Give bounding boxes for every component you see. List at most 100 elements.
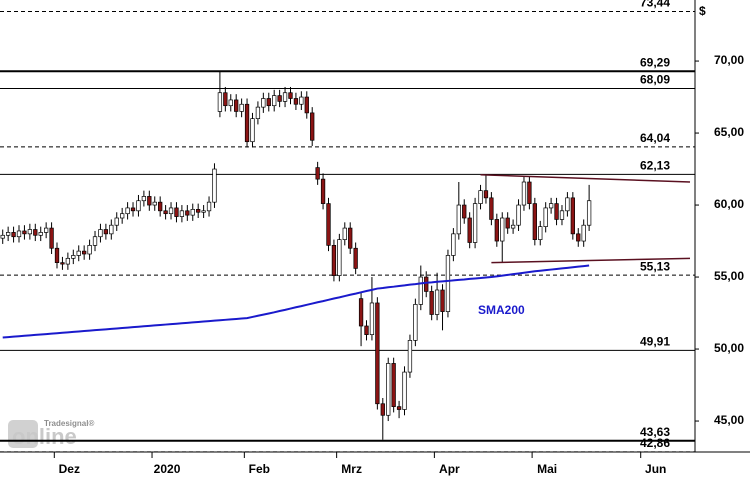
candle-body bbox=[120, 213, 125, 219]
level-label: 64,04 bbox=[640, 131, 670, 145]
trend-line bbox=[491, 257, 691, 264]
candle-body bbox=[76, 250, 81, 256]
candle-body bbox=[320, 178, 326, 204]
candle-body bbox=[201, 210, 206, 213]
candle-body bbox=[190, 209, 195, 216]
candle-body bbox=[559, 210, 565, 220]
y-tick-label: 60,00 bbox=[714, 197, 744, 211]
candle-body bbox=[255, 106, 261, 120]
candle-body bbox=[494, 219, 499, 242]
x-tick-label: 2020 bbox=[154, 462, 181, 476]
watermark: Tradesignal® online bbox=[8, 419, 94, 449]
candle-body bbox=[103, 229, 109, 235]
candle-body bbox=[147, 196, 152, 206]
candle-body bbox=[369, 302, 375, 335]
level-label: 49,91 bbox=[640, 335, 670, 349]
candle-body bbox=[424, 276, 429, 292]
level-label: 55,13 bbox=[640, 259, 670, 273]
candle-body bbox=[217, 92, 223, 112]
candle-body bbox=[49, 227, 54, 249]
candle-body bbox=[310, 112, 315, 141]
candle-body bbox=[521, 181, 527, 206]
candle-body bbox=[98, 229, 103, 238]
candle-body bbox=[532, 203, 537, 240]
candle-body bbox=[489, 197, 494, 220]
candle-body bbox=[429, 291, 434, 315]
logo-product: online bbox=[12, 424, 77, 449]
x-tick-label: Mrz bbox=[341, 462, 362, 476]
candle-body bbox=[380, 403, 385, 416]
level-label: 43,63 bbox=[640, 425, 670, 439]
candle-body bbox=[136, 200, 141, 212]
candle-body bbox=[212, 168, 217, 203]
candle-body bbox=[234, 99, 239, 112]
candle-body bbox=[413, 304, 418, 341]
candle-body bbox=[54, 247, 60, 263]
y-tick-label: 50,00 bbox=[714, 341, 744, 355]
candle-body bbox=[33, 229, 38, 236]
candle-body bbox=[277, 95, 282, 102]
candle-body bbox=[82, 250, 87, 255]
logo-brand: Tradesignal® bbox=[44, 419, 94, 428]
candle-body bbox=[576, 233, 581, 242]
candle-body bbox=[228, 99, 233, 107]
candle-body bbox=[342, 227, 347, 240]
candle-body bbox=[158, 201, 163, 212]
candle-body bbox=[510, 224, 516, 229]
candle-body bbox=[11, 232, 16, 238]
candle-body bbox=[434, 289, 440, 315]
candle-body bbox=[337, 239, 342, 276]
candle-body bbox=[60, 262, 65, 265]
candle-body bbox=[554, 203, 559, 220]
x-tick-label: Dez bbox=[59, 462, 80, 476]
candle-body bbox=[65, 257, 71, 265]
candle-body bbox=[163, 210, 168, 215]
candle-body bbox=[44, 227, 49, 233]
candle-body bbox=[353, 247, 358, 269]
candle-body bbox=[456, 204, 461, 235]
level-label: 62,13 bbox=[640, 159, 670, 173]
candle-body bbox=[223, 92, 228, 107]
x-tick-label: Apr bbox=[439, 462, 460, 476]
candle-body bbox=[527, 181, 532, 204]
candle-body bbox=[92, 236, 98, 246]
candle-body bbox=[179, 210, 185, 217]
candle-body bbox=[282, 92, 288, 102]
candle-body bbox=[71, 255, 76, 259]
candle-body bbox=[500, 217, 505, 242]
candle-body bbox=[445, 255, 451, 312]
candle-body bbox=[288, 92, 293, 99]
candle-body bbox=[418, 276, 423, 305]
candle-body bbox=[396, 406, 402, 410]
candle-body bbox=[358, 298, 364, 327]
candle-body bbox=[391, 363, 396, 407]
candle-body bbox=[375, 302, 380, 405]
candle-body bbox=[244, 103, 250, 143]
x-tick-label: Jun bbox=[645, 462, 666, 476]
candle-body bbox=[5, 232, 11, 236]
level-label: 42,86 bbox=[640, 436, 670, 450]
candle-body bbox=[22, 230, 27, 235]
candle-body bbox=[440, 289, 445, 312]
candle-body bbox=[315, 167, 320, 180]
candle-body bbox=[467, 217, 472, 243]
candle-body bbox=[543, 207, 548, 227]
candle-body bbox=[304, 96, 309, 114]
candle-body bbox=[196, 209, 201, 213]
series-label: SMA200 bbox=[478, 303, 525, 317]
candle-body bbox=[0, 234, 5, 239]
level-label: 69,29 bbox=[640, 55, 670, 69]
candle-body bbox=[16, 230, 22, 238]
candle-body bbox=[206, 201, 212, 212]
candle-body bbox=[293, 98, 299, 105]
y-unit: $ bbox=[699, 4, 706, 18]
candle-body bbox=[570, 197, 575, 235]
candle-body bbox=[114, 217, 119, 226]
level-label: 73,44 bbox=[640, 0, 670, 10]
candle-body bbox=[326, 203, 331, 246]
candle-body bbox=[152, 201, 157, 206]
candle-body bbox=[478, 190, 483, 204]
candle-body bbox=[38, 232, 43, 236]
candle-body bbox=[168, 207, 174, 215]
